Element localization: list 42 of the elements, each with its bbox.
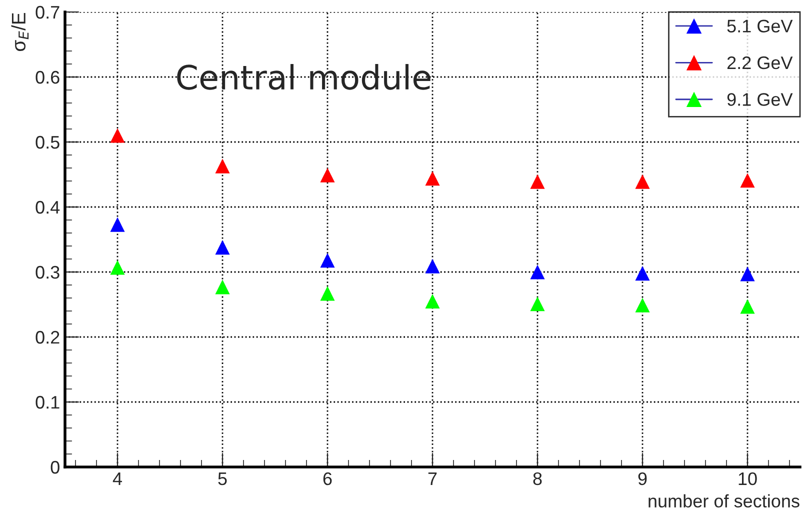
y-tick-label: 0 (50, 460, 60, 474)
x-tick-label: 9 (638, 472, 647, 486)
point (215, 158, 230, 174)
y-tick-label: 0.4 (36, 200, 60, 214)
legend-label: 2.2 GeV (727, 56, 793, 70)
point (530, 264, 545, 280)
y-tick-label: 0.5 (36, 136, 60, 149)
point (740, 299, 755, 314)
point (425, 171, 440, 186)
x-tick-label: 10 (738, 472, 757, 486)
point (110, 128, 125, 143)
point (320, 253, 335, 268)
y-tick-label: 0.3 (36, 266, 60, 279)
x-tick-label: 4 (112, 472, 122, 485)
point (530, 174, 545, 189)
point (215, 240, 230, 255)
point (740, 266, 755, 282)
point (110, 217, 125, 232)
point (425, 258, 440, 274)
x-tick-label: 7 (428, 472, 437, 485)
y-tick-label: 0.2 (36, 330, 60, 344)
point (740, 173, 755, 188)
x-axis-title: number of sections (648, 494, 800, 508)
legend-label: 5.1 GeV (727, 20, 793, 32)
point (320, 168, 335, 182)
point (530, 296, 545, 312)
point (215, 280, 230, 294)
annotation: Central module (177, 64, 430, 90)
x-tick-label: 6 (323, 472, 332, 486)
y-tick-label: 0.7 (36, 6, 60, 19)
point (635, 298, 650, 312)
y-axis-title: σ$_{E}$/E (11, 13, 29, 52)
point (635, 174, 650, 189)
y-tick-label: 0.1 (36, 396, 60, 409)
point (320, 286, 335, 301)
point (425, 294, 440, 309)
x-tick-label: 8 (533, 472, 542, 486)
x-tick-label: 5 (218, 472, 227, 486)
y-tick-label: 0.6 (36, 70, 60, 84)
legend-label: 9.1 GeV (727, 93, 793, 106)
point (110, 260, 125, 275)
point (635, 266, 650, 281)
